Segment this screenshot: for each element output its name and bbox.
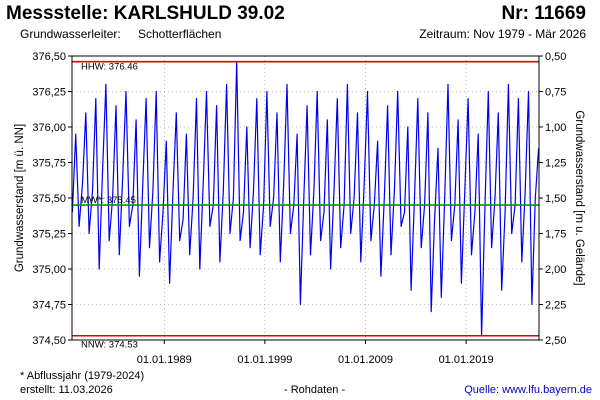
- aquifer-value: Schotterflächen: [138, 27, 222, 41]
- period-label: Zeitraum: Nov 1979 - Mär 2026: [419, 27, 586, 41]
- y-tick-label-left: 375,00: [32, 264, 66, 276]
- reference-line-label: HHW: 376.46: [81, 62, 138, 73]
- y-tick-label-left: 376,50: [32, 51, 66, 63]
- y-tick-label-right: 2,25: [545, 300, 566, 312]
- y-tick-label-right: 1,00: [545, 122, 566, 134]
- y-axis-label-right: Grundwasserstand [m u. Gelände]: [573, 110, 585, 285]
- source-link[interactable]: Quelle: www.lfu.bayern.de: [464, 384, 592, 396]
- data-kind: - Rohdaten -: [284, 384, 346, 396]
- series-layer: [71, 61, 540, 337]
- y-tick-label-right: 0,75: [545, 87, 566, 99]
- page-title: Messstelle: KARLSHULD 39.02: [6, 3, 285, 24]
- y-tick-label-left: 376,00: [32, 122, 66, 134]
- x-tick-label: 01.01.1999: [237, 354, 292, 366]
- reference-line-label: NNW: 374.53: [81, 340, 138, 351]
- x-tick-label: 01.01.1989: [137, 354, 192, 366]
- y-axis-label-left: Grundwasserstand [m ü. NN]: [14, 124, 26, 272]
- y-tick-label-left: 374,75: [32, 300, 66, 312]
- y-tick-label-right: 1,50: [545, 193, 566, 205]
- axes: 376,50 0,50 376,25 0,75 376,00 1,00 375,75 1,25…: [32, 51, 566, 366]
- y-tick-label-right: 2,00: [545, 264, 566, 276]
- y-tick-label-left: 375,50: [32, 193, 66, 205]
- y-tick-label-left: 375,25: [32, 229, 66, 241]
- x-tick-label: 01.01.2019: [439, 354, 494, 366]
- grid-lines: [72, 55, 539, 341]
- reference-lines: HHW: 376.46 MW*: 375.45 NNW: 374.53: [72, 60, 539, 351]
- y-tick-label-right: 2,50: [545, 335, 566, 347]
- groundwater-series-line: [71, 61, 540, 337]
- y-tick-label-right: 1,25: [545, 158, 566, 170]
- aquifer-label: Grundwasserleiter:: [20, 27, 121, 41]
- y-tick-label-left: 375,75: [32, 158, 66, 170]
- y-tick-label-left: 374,50: [32, 335, 66, 347]
- y-tick-label-left: 376,25: [32, 87, 66, 99]
- y-tick-label-right: 0,50: [545, 51, 566, 63]
- x-tick-label: 01.01.2009: [338, 354, 393, 366]
- y-tick-label-right: 1,75: [545, 229, 566, 241]
- station-number: Nr: 11669: [501, 3, 586, 24]
- reference-line-label: MW*: 375.45: [81, 195, 136, 206]
- footnote: * Abflussjahr (1979-2024): [20, 370, 145, 382]
- created-date: erstellt: 11.03.2026: [20, 384, 113, 396]
